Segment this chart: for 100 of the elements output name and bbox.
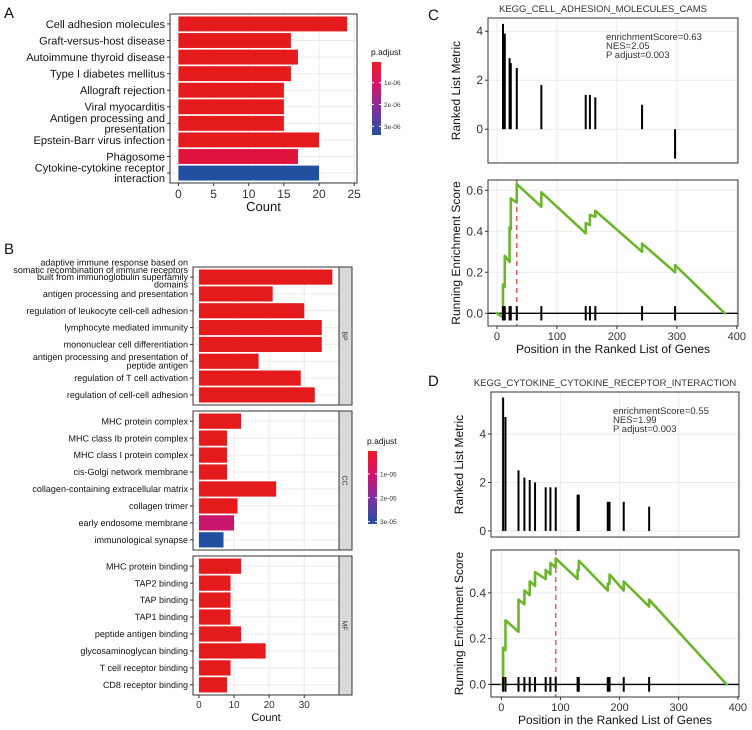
x-tick-label: 200 — [610, 702, 629, 714]
y-tick-label: immunological synapse — [94, 534, 188, 545]
bar — [534, 482, 536, 531]
x-tick-label: 0 — [196, 700, 202, 711]
y-tick-label: Graft-versus-host disease — [39, 35, 165, 48]
y-tick-label: TAP1 binding — [134, 612, 188, 622]
bar — [549, 487, 552, 531]
x-tick-label: 300 — [670, 702, 688, 714]
bar — [198, 387, 315, 402]
bar — [528, 480, 531, 531]
y-tick-label: collagen-containing extracellular matrix — [32, 484, 188, 494]
annotation: NES=2.05 — [606, 41, 650, 52]
annotation: NES=1.99 — [613, 415, 657, 426]
bar — [588, 94, 591, 130]
x-tick-label: 10 — [242, 187, 256, 201]
y-tick-label: collagen trimer — [128, 501, 188, 512]
annotation: enrichmentScore=0.55 — [613, 406, 709, 417]
y-tick-label: T cell receptor binding — [100, 663, 188, 674]
chart-title: KEGG_CYTOKINE_CYTOKINE_RECEPTOR_INTERACTION — [474, 378, 736, 389]
text: B — [4, 241, 14, 258]
y-tick-label: 0.2 — [469, 632, 486, 646]
bar — [540, 85, 542, 130]
x-tick-label: 200 — [608, 331, 626, 343]
x-axis-title: Count — [251, 712, 281, 724]
text: C — [428, 7, 439, 24]
chart-title: KEGG_CELL_ADHESION_MOLECULES_CAMS — [498, 4, 708, 15]
color-bar-title: p.adjust — [367, 436, 398, 446]
y-tick-label: Antigen processing and presentation — [50, 112, 165, 136]
y-tick-label: 0.4 — [469, 586, 486, 600]
text: D — [428, 373, 439, 390]
x-tick-label: 20 — [312, 187, 326, 201]
annotation: P adjust=0.003 — [606, 50, 670, 61]
y-tick-label: Epstein-Barr virus infection — [34, 134, 165, 147]
y-tick-label: 0.0 — [469, 677, 486, 692]
x-tick-label: 20 — [264, 700, 276, 711]
y-tick-label: MHC class I protein complex — [73, 450, 188, 460]
x-tick-label: 10 — [228, 700, 240, 711]
bar — [594, 97, 596, 130]
y-tick-label: Type I diabetes mellitus — [50, 68, 166, 80]
y-tick-label: Cytokine-cytokine receptor interaction — [34, 162, 166, 186]
y-tick-label: Autoimmune thyroid disease — [26, 52, 165, 64]
y-tick-label: 0.2 — [466, 265, 484, 280]
y-tick-label: glycosaminoglycan binding — [80, 646, 188, 656]
x-tick-label: 100 — [548, 331, 566, 343]
bar — [198, 464, 228, 480]
bar — [517, 470, 520, 531]
text: A — [4, 5, 14, 22]
y-tick-label: lymphocyte mediated immunity — [64, 322, 188, 333]
bar — [622, 502, 625, 531]
x-tick-label: 25 — [348, 187, 362, 201]
x-tick-label: 0 — [498, 702, 504, 714]
bar — [584, 94, 587, 130]
x-tick-label: 300 — [668, 331, 686, 343]
color-bar-title: p.adjust — [371, 47, 402, 57]
x-tick-label: 0 — [494, 331, 500, 343]
y-tick-label: antigen processing and presentation — [42, 289, 188, 300]
x-axis-title: Position in the Ranked List of Genes — [518, 713, 712, 727]
y-tick-label: 2 — [476, 73, 484, 88]
y-tick-label: Viral myocarditis — [84, 102, 166, 114]
y-tick-label: early endosome membrane — [78, 518, 188, 528]
bar — [648, 506, 650, 531]
y-tick-label: 4 — [476, 24, 484, 38]
bar — [502, 24, 504, 130]
bar — [554, 487, 557, 531]
y-tick-label: MHC protein binding — [106, 561, 188, 572]
bar — [674, 129, 676, 159]
bar — [198, 515, 234, 531]
line-series — [500, 557, 728, 686]
y-tick-label: TAP2 binding — [134, 578, 188, 588]
y-axis-title: Ranked List Metric — [452, 414, 466, 514]
x-tick-label: 400 — [728, 331, 746, 343]
y-tick-label: Cell adhesion molecules — [46, 18, 166, 31]
bar — [516, 68, 518, 130]
bar — [198, 643, 266, 659]
y-tick-label: antigen processing and presentation of peptide antigen — [32, 352, 188, 371]
y-tick-label: Phagosome — [106, 151, 165, 164]
y-axis-title: Ranked List Metric — [449, 40, 463, 140]
line-series — [496, 182, 726, 319]
y-tick-label: adaptive immune response based on somatic recombination of immune receptors built from immunoglobulin superfamily domains — [13, 257, 188, 290]
y-tick-label: regulation of cell-cell adhesion — [66, 390, 188, 400]
x-axis-title: Count — [246, 199, 282, 214]
bar — [198, 481, 276, 497]
bar — [178, 166, 320, 181]
y-tick-label: 4 — [479, 426, 486, 441]
y-tick-label: 0 — [479, 524, 486, 538]
y-tick-label: mononuclear cell differentiation — [64, 340, 188, 350]
bar — [178, 149, 298, 164]
bar — [502, 398, 504, 531]
bar — [198, 270, 332, 285]
y-tick-label: 0.0 — [466, 306, 484, 320]
y-axis-title: Running Enrichment Score — [449, 180, 463, 325]
x-axis-title: Position in the Ranked List of Genes — [516, 342, 710, 356]
y-tick-label: 2 — [479, 475, 486, 490]
x-tick-label: 400 — [728, 702, 747, 714]
bar — [198, 532, 224, 548]
y-tick-label: cis-Golgi network membrane — [73, 467, 188, 478]
x-tick-label: 30 — [298, 700, 310, 711]
bar — [198, 498, 238, 514]
y-tick-label: regulation of T cell activation — [74, 373, 188, 384]
bar — [523, 478, 526, 531]
